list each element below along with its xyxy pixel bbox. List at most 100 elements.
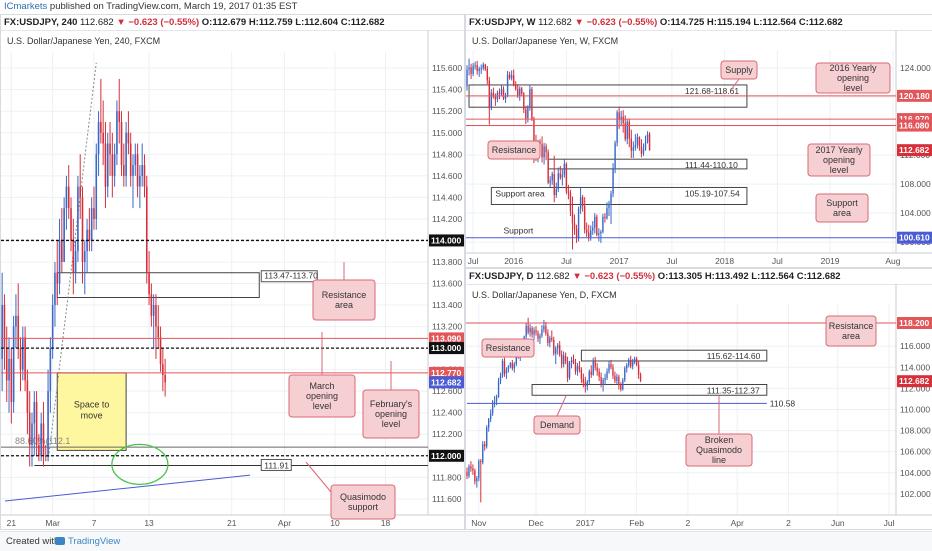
low-value: L:112.564 bbox=[751, 271, 795, 282]
y-tick-label: 115.200 bbox=[432, 106, 462, 116]
last-price-text: 112.682 bbox=[899, 145, 930, 155]
candle-body bbox=[111, 154, 114, 176]
candle-body bbox=[557, 345, 559, 349]
candle-body bbox=[545, 146, 547, 153]
candle-body bbox=[504, 95, 507, 99]
price-change: −0.623 (−0.55%) bbox=[584, 271, 656, 282]
note-march-open: March opening level bbox=[306, 381, 338, 411]
level-100610-tag-text: 100.610 bbox=[899, 233, 930, 243]
chart-panel-weekly[interactable]: FX:USDJPY, W 112.682 ▼ −0.623 (−0.55%) O… bbox=[465, 14, 932, 268]
candle-body bbox=[580, 369, 583, 379]
y-tick-label: 114.400 bbox=[432, 192, 462, 202]
candle-body bbox=[604, 216, 606, 219]
candle-body bbox=[93, 208, 95, 219]
x-tick-label: 2017 bbox=[610, 256, 629, 266]
candle-body bbox=[602, 216, 604, 232]
candle-body bbox=[63, 208, 65, 262]
candle-body bbox=[49, 348, 52, 392]
support-text: Support bbox=[504, 226, 534, 236]
candle-body bbox=[551, 337, 553, 340]
y-tick-label: 115.600 bbox=[432, 63, 462, 73]
candle-body bbox=[626, 365, 628, 369]
tradingview-link[interactable]: TradingView bbox=[68, 536, 121, 547]
candle-body bbox=[624, 123, 626, 140]
candle-body bbox=[638, 137, 641, 147]
candle-body bbox=[70, 208, 72, 241]
candle-body bbox=[474, 470, 476, 482]
chart-panel-h4[interactable]: FX:USDJPY, 240 112.682 ▼ −0.623 (−0.55%)… bbox=[0, 14, 465, 530]
symbol[interactable]: FX:USDJPY, 240 bbox=[4, 17, 78, 28]
resistance-area-zone bbox=[56, 272, 260, 298]
candle-body bbox=[590, 230, 592, 238]
y-tick-label: 115.000 bbox=[432, 128, 462, 138]
candle-body bbox=[145, 186, 148, 273]
created-with-label: Created with bbox=[6, 536, 60, 547]
candle-body bbox=[588, 371, 590, 383]
candle-body bbox=[573, 223, 576, 230]
x-tick-label: 2019 bbox=[821, 256, 840, 266]
candle-body bbox=[492, 92, 495, 97]
chart-canvas-weekly[interactable]: 124.000120.000116.000112.000108.000104.0… bbox=[466, 30, 932, 267]
publisher-name[interactable]: ICmarkets bbox=[4, 1, 48, 12]
price-change: −0.623 (−0.55%) bbox=[586, 17, 658, 28]
candle-body bbox=[501, 360, 504, 376]
candle-body bbox=[116, 111, 118, 155]
candle-body bbox=[482, 64, 484, 69]
chart-canvas-daily[interactable]: 116.000 114.000 112.000 110.000 108.000 106.0… bbox=[466, 284, 932, 529]
candle-body bbox=[535, 330, 537, 333]
level-113090-tag-text: 113.090 bbox=[431, 333, 462, 343]
candle-body bbox=[503, 360, 506, 374]
candle-body bbox=[639, 374, 642, 382]
candle-body bbox=[635, 358, 638, 366]
candle-body bbox=[480, 461, 482, 463]
candle-body bbox=[592, 360, 594, 375]
candle-body bbox=[51, 305, 54, 349]
level-116970-tag-text: 116.970 bbox=[899, 114, 930, 124]
footer: Created with TradingView bbox=[0, 531, 932, 551]
note-yearly-2016-box bbox=[815, 62, 891, 94]
candle-body bbox=[5, 348, 8, 381]
y-tick-label: 102.000 bbox=[900, 489, 931, 499]
tradingview-logo-icon[interactable] bbox=[55, 537, 65, 545]
x-tick-label: 7 bbox=[92, 518, 97, 528]
candle-body bbox=[527, 326, 529, 333]
candle-body bbox=[488, 80, 491, 108]
symbol[interactable]: FX:USDJPY, W bbox=[469, 17, 536, 28]
candle-body bbox=[557, 173, 559, 190]
zone-label: 111.35-112.37 bbox=[707, 385, 760, 395]
candle-body bbox=[141, 165, 143, 176]
y-tick-label: 111.800 bbox=[432, 472, 462, 482]
zone-label: 110.58 bbox=[770, 398, 796, 408]
candle-body bbox=[40, 423, 42, 456]
candle-body bbox=[478, 461, 480, 479]
candle-body bbox=[541, 144, 543, 158]
chart-canvas-h4[interactable]: 115.600 115.400 115.200 115.000 114.800 114.6… bbox=[1, 30, 464, 529]
candle-body bbox=[484, 444, 486, 447]
candle-body bbox=[537, 332, 539, 339]
candle-body bbox=[466, 471, 468, 476]
candle-body bbox=[508, 74, 511, 79]
candle-body bbox=[630, 359, 632, 367]
level-112770-tag-text: 112.770 bbox=[431, 368, 462, 378]
x-tick-label: 2016 bbox=[504, 256, 523, 266]
candle-body bbox=[514, 84, 517, 90]
symbol[interactable]: FX:USDJPY, D bbox=[469, 271, 534, 282]
candle-body bbox=[77, 186, 79, 252]
x-tick-label: Jul bbox=[468, 256, 479, 266]
candle-body bbox=[38, 445, 40, 456]
candle-body bbox=[56, 272, 59, 284]
candle-body bbox=[109, 143, 111, 155]
chart-panel-daily[interactable]: FX:USDJPY, D 112.682 ▼ −0.623 (−0.55%) O… bbox=[465, 268, 932, 530]
note-supply: Supply bbox=[725, 65, 753, 75]
chart-title: U.S. Dollar/Japanese Yen, 240, FXCM bbox=[7, 36, 160, 46]
candle-body bbox=[600, 376, 602, 385]
level-114000-tag bbox=[429, 234, 464, 247]
x-tick-label: Mar bbox=[45, 518, 60, 528]
candle-body bbox=[596, 216, 598, 235]
x-tick-label: Apr bbox=[731, 518, 744, 528]
candle-body bbox=[594, 360, 596, 368]
note-broken-qm: Broken Quasimodo line bbox=[696, 435, 742, 465]
y-tick-label: 113.800 bbox=[432, 257, 462, 267]
candle-body bbox=[626, 121, 628, 140]
candle-body bbox=[517, 89, 519, 96]
